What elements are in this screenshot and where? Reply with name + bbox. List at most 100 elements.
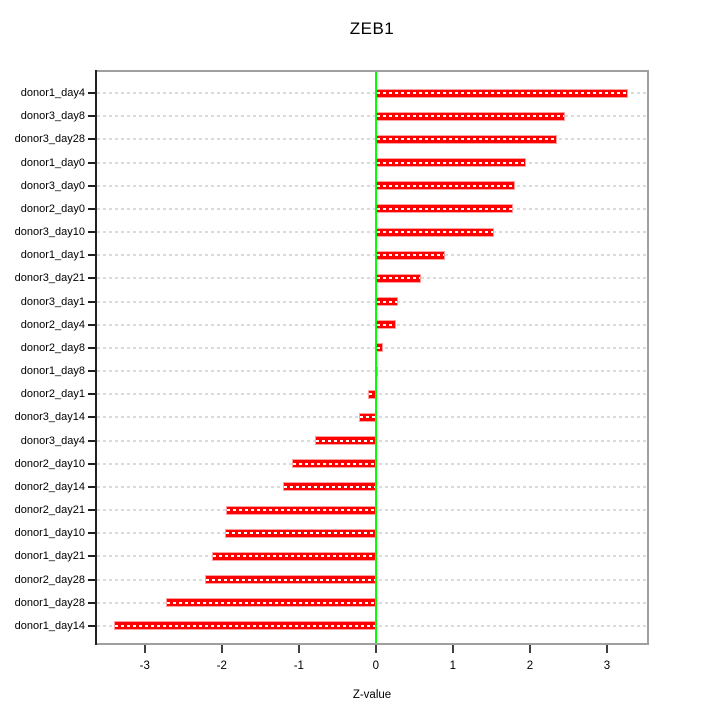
bar-overlay-dash <box>376 254 445 257</box>
row-gridline <box>97 161 647 164</box>
row-gridline <box>97 323 647 326</box>
y-axis-label-donor3_day21: donor3_day21 <box>14 272 85 285</box>
y-tick <box>88 509 95 512</box>
x-axis-title: Z-value <box>352 689 392 701</box>
x-tick <box>297 645 300 653</box>
row-gridline <box>97 184 647 187</box>
y-tick <box>88 207 95 210</box>
bar-overlay-dash <box>376 207 512 210</box>
row-gridline <box>97 277 647 280</box>
y-tick <box>88 115 95 118</box>
bar-donor3_day8 <box>375 111 566 121</box>
bar-overlay-dash <box>167 601 375 604</box>
x-tick <box>143 645 146 653</box>
bar-donor1_day1 <box>375 250 446 260</box>
x-tick-label--3: -3 <box>139 660 150 672</box>
y-tick <box>88 578 95 581</box>
bar-overlay-dash <box>376 346 382 349</box>
x-tick <box>605 645 608 653</box>
row-gridline <box>97 346 647 349</box>
bar-overlay-dash <box>225 532 375 535</box>
bar-overlay-dash <box>376 161 526 164</box>
bar-overlay-dash <box>376 184 515 187</box>
row-gridline <box>97 115 647 118</box>
y-axis-label-donor1_day14: donor1_day14 <box>14 619 85 632</box>
bar-donor2_day0 <box>375 204 513 214</box>
row-gridline <box>97 207 647 210</box>
chart-title: ZEB1 <box>349 19 395 38</box>
y-tick <box>88 370 95 373</box>
bar-donor3_day0 <box>375 181 516 191</box>
bar-overlay-dash <box>369 393 375 396</box>
y-tick <box>88 532 95 535</box>
y-tick <box>88 184 95 187</box>
row-gridline <box>97 370 647 373</box>
y-axis-label-donor2_day28: donor2_day28 <box>14 573 85 586</box>
bar-donor2_day10 <box>291 459 376 469</box>
bar-donor2_day21 <box>226 505 376 515</box>
y-axis-label-donor1_day4: donor1_day4 <box>20 87 85 99</box>
bar-donor1_day14 <box>113 621 376 631</box>
bar-overlay-dash <box>205 578 375 581</box>
x-tick <box>451 645 454 653</box>
y-axis-label-donor3_day4: donor3_day4 <box>20 434 85 447</box>
y-tick <box>88 393 95 396</box>
bar-overlay-dash <box>376 231 493 234</box>
bar-overlay-dash <box>376 300 398 303</box>
y-axis-label-donor3_day28: donor3_day28 <box>14 133 85 146</box>
bar-donor1_day21 <box>211 551 376 561</box>
y-tick <box>88 462 95 465</box>
bar-donor3_day4 <box>314 436 376 446</box>
x-tick-label-3: 3 <box>603 660 611 672</box>
bar-overlay-dash <box>114 624 375 627</box>
y-axis-label-donor2_day0: donor2_day0 <box>20 202 85 215</box>
bar-donor1_day10 <box>224 528 376 538</box>
bar-donor2_day14 <box>283 482 376 492</box>
y-axis-label-donor2_day8: donor2_day8 <box>20 341 85 354</box>
bar-donor1_day0 <box>375 158 527 167</box>
y-tick <box>88 323 95 326</box>
y-axis-label-donor2_day14: donor2_day14 <box>14 480 85 493</box>
bar-donor2_day8 <box>375 343 383 353</box>
y-tick <box>88 254 95 257</box>
row-gridline <box>97 254 647 257</box>
y-tick <box>88 416 95 419</box>
bar-donor3_day10 <box>375 227 494 237</box>
y-axis-label-donor1_day1: donor1_day1 <box>20 249 85 262</box>
row-gridline <box>97 138 647 141</box>
y-tick <box>88 439 95 442</box>
bar-overlay-dash <box>292 462 375 465</box>
plot-box-border <box>95 70 649 645</box>
x-tick-label--2: -2 <box>216 660 227 672</box>
bar-donor3_day1 <box>375 297 399 307</box>
y-axis-label-donor1_day0: donor1_day0 <box>20 156 85 169</box>
y-axis-line <box>95 70 97 645</box>
y-tick <box>88 346 95 349</box>
x-tick <box>220 645 223 653</box>
row-gridline <box>97 231 647 234</box>
y-tick <box>88 138 95 141</box>
bar-overlay-dash <box>376 92 627 94</box>
bar-overlay-dash <box>227 509 375 512</box>
bar-donor3_day14 <box>358 412 376 422</box>
bar-donor2_day4 <box>375 320 396 330</box>
y-axis-label-donor2_day1: donor2_day1 <box>20 388 85 401</box>
bar-overlay-dash <box>376 277 420 280</box>
y-axis-label-donor3_day0: donor3_day0 <box>20 179 85 192</box>
y-tick <box>88 555 95 558</box>
y-tick <box>88 92 95 94</box>
bar-donor3_day28 <box>375 134 557 144</box>
bar-donor1_day28 <box>166 598 376 608</box>
row-gridline <box>97 92 647 94</box>
y-axis-label-donor2_day10: donor2_day10 <box>14 457 85 470</box>
y-axis-label-donor1_day21: donor1_day21 <box>14 550 85 563</box>
y-tick <box>88 231 95 234</box>
x-tick-label-2: 2 <box>526 660 534 672</box>
x-tick-label-0: 0 <box>372 660 380 672</box>
y-axis-label-donor3_day8: donor3_day8 <box>20 110 85 123</box>
bar-overlay-dash <box>315 439 375 442</box>
bar-overlay-dash <box>376 115 565 118</box>
bar-donor2_day28 <box>204 575 376 585</box>
y-axis-label-donor2_day4: donor2_day4 <box>20 318 85 331</box>
